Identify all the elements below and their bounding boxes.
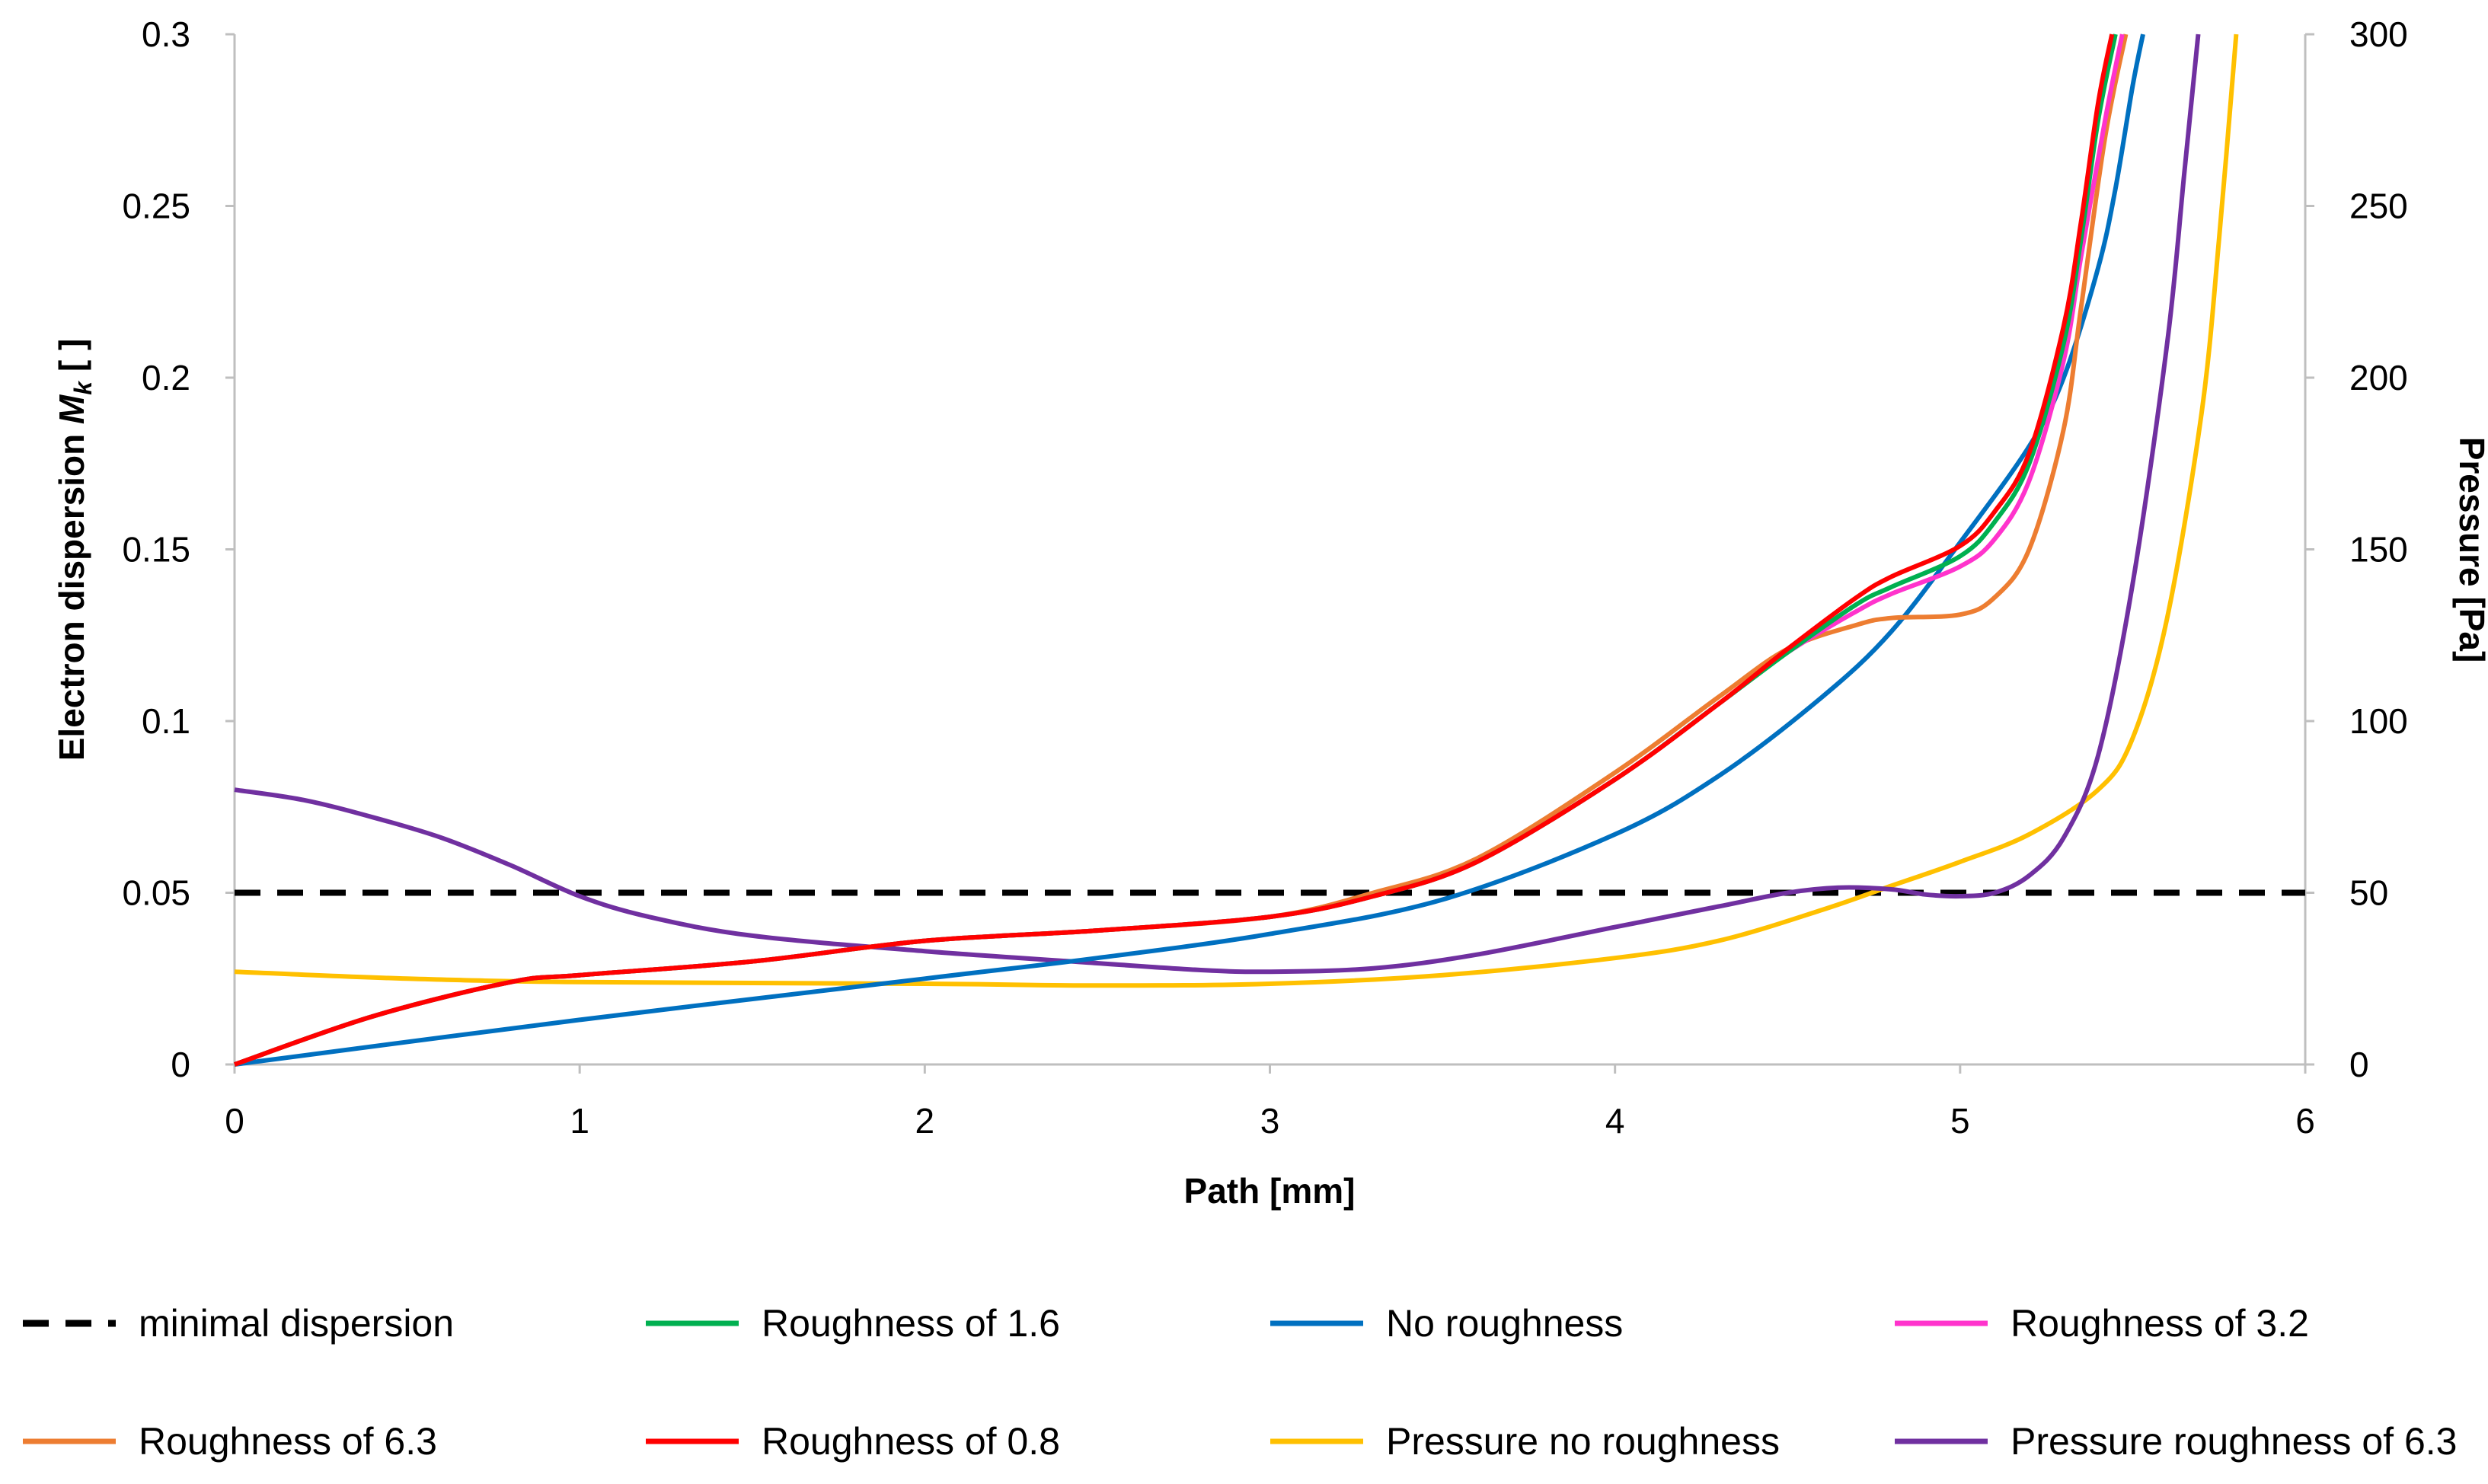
x-tick-label: 4 <box>1605 1101 1625 1141</box>
y-axis-left-title: Electron dispersion Mk [ ] <box>52 339 97 761</box>
y-left-tick-label: 0.2 <box>142 358 190 397</box>
y-right-tick-label: 50 <box>2349 873 2388 913</box>
y-right-tick-label: 300 <box>2349 14 2408 54</box>
legend-item: Roughness of 1.6 <box>646 1302 1060 1345</box>
y-left-tick-label: 0.25 <box>122 187 190 226</box>
legend-item: Roughness of 3.2 <box>1895 1302 2309 1345</box>
y-right-tick-label: 250 <box>2349 187 2408 226</box>
legend: minimal dispersion Roughness of 1.6 No rou… <box>23 1302 2457 1463</box>
legend-label: minimal dispersion <box>139 1302 454 1345</box>
tick-labels: 0 1 2 3 4 5 600.050.10.150.20.250.305010015020… <box>122 14 2407 1141</box>
x-tick-label: 0 <box>225 1101 244 1141</box>
legend-label: Roughness of 6.3 <box>139 1420 437 1463</box>
y-left-tick-label: 0.05 <box>122 873 190 913</box>
legend-item: Pressure roughness of 6.3 <box>1895 1420 2457 1463</box>
y-right-tick-label: 200 <box>2349 358 2408 397</box>
series-line-roughness-of-1-6 <box>234 34 2118 1067</box>
legend-item: minimal dispersion <box>23 1302 454 1345</box>
legend-label: Roughness of 0.8 <box>762 1420 1060 1463</box>
legend-label: Pressure no roughness <box>1386 1420 1780 1463</box>
legend-label: No roughness <box>1386 1302 1623 1345</box>
x-tick-label: 5 <box>1950 1101 1970 1141</box>
x-tick-label: 2 <box>915 1101 935 1141</box>
series-line-no-roughness <box>234 34 2145 1067</box>
y-left-tick-label: 0.1 <box>142 701 190 741</box>
legend-label: Roughness of 1.6 <box>762 1302 1060 1345</box>
series-layer <box>234 34 2305 1067</box>
series-line-pressure-no-roughness <box>234 34 2239 988</box>
x-tick-label: 3 <box>1260 1101 1280 1141</box>
series-line-pressure-roughness-of-6-3 <box>234 34 2201 975</box>
legend-item: No roughness <box>1270 1302 1623 1345</box>
series-line-roughness-of-3-2 <box>234 34 2125 1067</box>
y-right-tick-label: 0 <box>2349 1045 2369 1084</box>
y-left-tick-label: 0.15 <box>122 530 190 570</box>
y-right-tick-label: 100 <box>2349 701 2408 741</box>
y-axis-right-title: Pressure [Pa] <box>2452 437 2488 663</box>
series-line-roughness-of-0-8 <box>234 34 2115 1067</box>
y-left-tick-label: 0 <box>171 1045 190 1084</box>
x-axis-title: Path [mm] <box>1184 1171 1356 1211</box>
legend-item: Roughness of 6.3 <box>23 1420 437 1463</box>
legend-item: Pressure no roughness <box>1270 1420 1780 1463</box>
x-tick-label: 1 <box>570 1101 589 1141</box>
x-tick-label: 6 <box>2295 1101 2315 1141</box>
legend-label: Pressure roughness of 6.3 <box>2011 1420 2457 1463</box>
legend-label: Roughness of 3.2 <box>2011 1302 2309 1345</box>
legend-item: Roughness of 0.8 <box>646 1420 1060 1463</box>
y-right-tick-label: 150 <box>2349 530 2408 570</box>
y-left-tick-label: 0.3 <box>142 14 190 54</box>
series-line-roughness-of-6-3 <box>234 34 2129 1067</box>
